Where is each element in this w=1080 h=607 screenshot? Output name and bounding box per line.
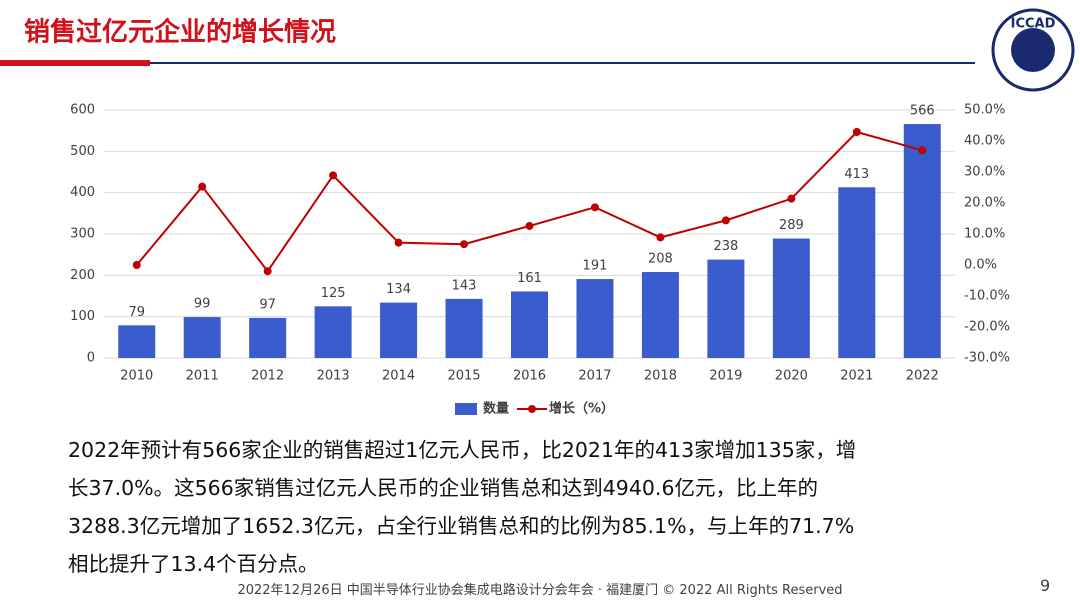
- y2-tick-label: -20.0%: [964, 320, 1010, 335]
- logo-core: [1011, 28, 1055, 72]
- value-label: 134: [386, 282, 411, 297]
- value-label: 289: [779, 218, 804, 233]
- point: [656, 233, 665, 242]
- x-tick-label: 2020: [775, 369, 808, 384]
- y-tick-label: 500: [70, 144, 95, 159]
- point: [525, 221, 534, 230]
- value-label: 97: [259, 297, 276, 312]
- bar: [903, 124, 941, 358]
- y-tick-label: 100: [70, 309, 95, 324]
- bar: [772, 238, 810, 358]
- point: [198, 182, 207, 191]
- value-label: 566: [910, 104, 935, 119]
- y2-tick-label: 10.0%: [964, 227, 1005, 242]
- point: [329, 171, 338, 180]
- legend-label: 数量: [483, 401, 509, 417]
- bar: [576, 279, 614, 358]
- footer: 2022年12月26日 中国半导体行业协会集成电路设计分会年会 · 福建厦门 ©…: [237, 583, 843, 598]
- page-number: 9: [1040, 576, 1051, 595]
- title-bar: [0, 60, 150, 66]
- point: [460, 240, 469, 249]
- logo-text: ICCAD: [1011, 17, 1056, 32]
- y-tick-label: 200: [70, 268, 95, 283]
- y-tick-label: 0: [87, 351, 95, 366]
- value-label: 125: [321, 286, 346, 301]
- value-label: 143: [452, 278, 477, 293]
- x-tick-label: 2018: [644, 369, 677, 384]
- y2-tick-label: 0.0%: [964, 258, 997, 273]
- bar: [511, 291, 548, 358]
- value-label: 161: [517, 271, 542, 286]
- y2-tick-label: 50.0%: [964, 103, 1005, 118]
- slide-title: 销售过亿元企业的增长情况: [24, 17, 336, 48]
- body-line: 3288.3亿元增加了1652.3亿元，占全行业销售总和的比例为85.1%，与上…: [68, 514, 855, 538]
- bar: [445, 298, 483, 358]
- point: [852, 128, 861, 137]
- x-tick-label: 2010: [120, 369, 153, 384]
- point: [132, 261, 141, 269]
- x-tick-label: 2021: [840, 369, 873, 384]
- bar: [183, 317, 221, 358]
- legend-swatch: [455, 403, 477, 415]
- y-tick-label: 400: [70, 185, 95, 200]
- y2-tick-label: -30.0%: [964, 351, 1010, 366]
- bar: [118, 325, 156, 358]
- x-tick-label: 2014: [382, 369, 415, 384]
- y2-tick-label: 40.0%: [964, 134, 1005, 149]
- x-tick-label: 2012: [251, 369, 284, 384]
- value-label: 99: [194, 297, 211, 312]
- title-rule: [150, 62, 975, 64]
- body-line: 相比提升了13.4个百分点。: [68, 552, 319, 576]
- point: [394, 238, 403, 247]
- legend-swatch: [528, 405, 537, 413]
- legend-label: 增长（%）: [549, 401, 614, 417]
- value-label: 79: [128, 305, 145, 320]
- y-tick-label: 300: [70, 227, 95, 242]
- body-line: 2022年预计有566家企业的销售超过1亿元人民币，比2021年的413家增加1…: [68, 438, 857, 462]
- value-label: 413: [844, 167, 869, 182]
- x-tick-label: 2011: [186, 369, 219, 384]
- bar: [249, 317, 287, 358]
- bar: [314, 306, 352, 358]
- x-tick-label: 2022: [906, 369, 939, 384]
- point: [721, 216, 730, 225]
- point: [918, 146, 927, 155]
- point: [263, 267, 272, 276]
- x-tick-label: 2016: [513, 369, 546, 384]
- x-tick-label: 2015: [447, 369, 480, 384]
- bar: [838, 187, 876, 358]
- x-tick-label: 2019: [709, 369, 742, 384]
- y-tick-label: 600: [70, 103, 95, 118]
- bar: [380, 302, 418, 358]
- y2-tick-label: 30.0%: [964, 165, 1005, 180]
- bar: [707, 259, 745, 358]
- value-label: 238: [713, 239, 738, 254]
- body-line: 长37.0%。这566家销售过亿元人民币的企业销售总和达到4940.6亿元，比上…: [68, 476, 818, 500]
- y2-tick-label: -10.0%: [964, 289, 1010, 304]
- bar: [641, 272, 679, 358]
- value-label: 208: [648, 252, 673, 267]
- value-label: 191: [583, 259, 608, 274]
- x-tick-label: 2017: [578, 369, 611, 384]
- point: [590, 203, 599, 212]
- x-tick-label: 2013: [317, 369, 350, 384]
- y2-tick-label: 20.0%: [964, 196, 1005, 211]
- point: [787, 194, 796, 203]
